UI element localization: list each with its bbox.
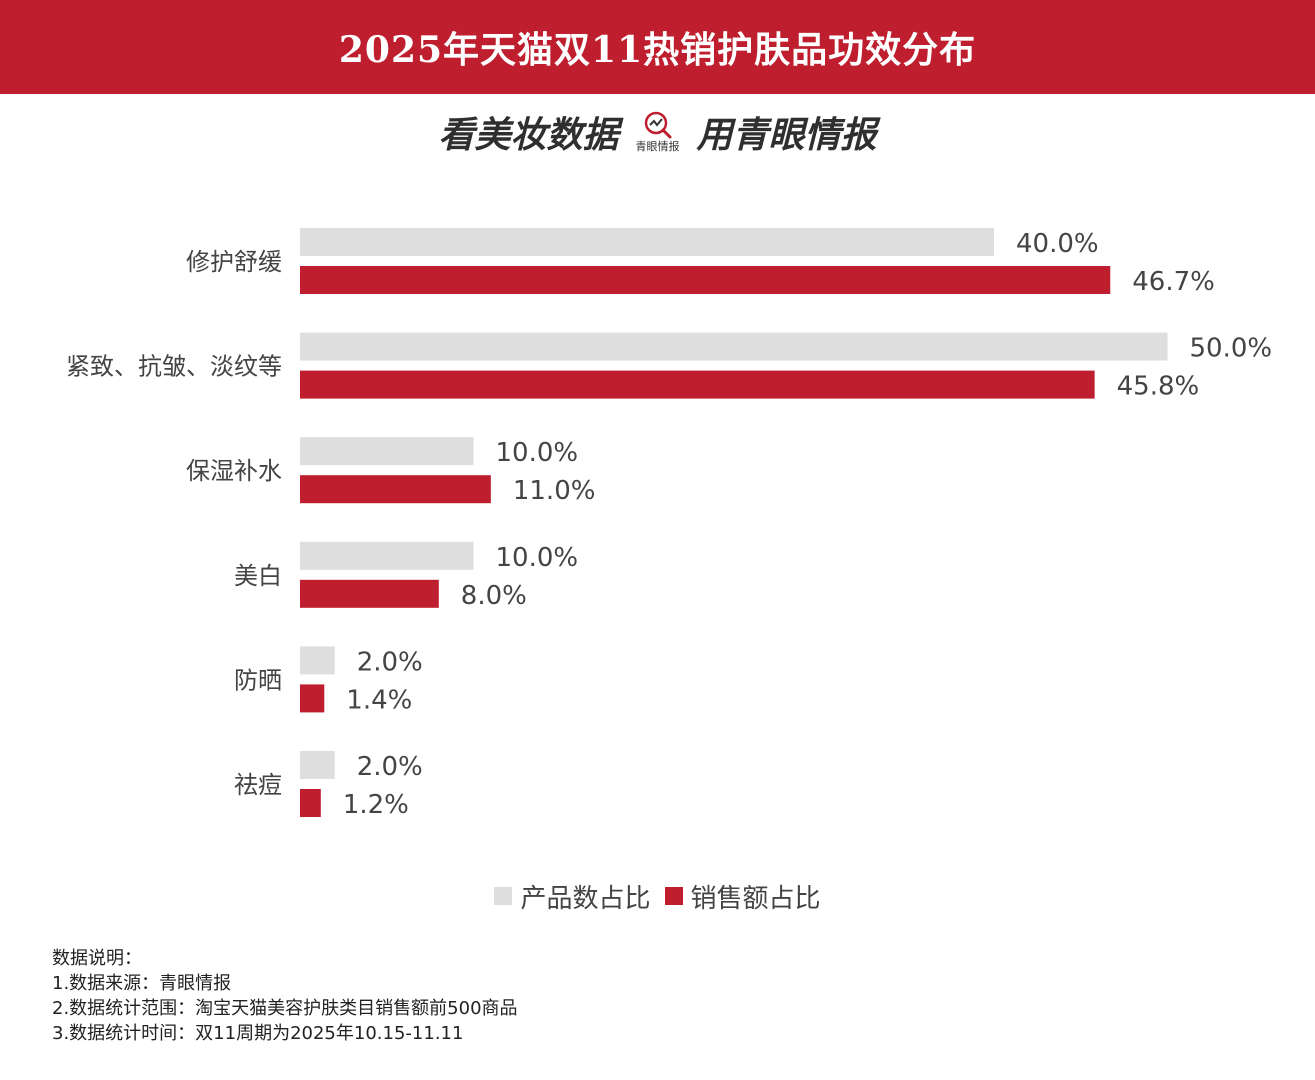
value-label-product: 2.0% bbox=[357, 752, 423, 782]
category-label: 修护舒缓 bbox=[186, 248, 282, 276]
bar-sales-share bbox=[300, 579, 439, 608]
category-label: 美白 bbox=[234, 562, 282, 590]
legend-item-sales: 销售额占比 bbox=[664, 878, 821, 915]
bar-chart: 修护舒缓 40.0% 46.7% 紧致、抗皱、淡纹等 50.0% 45.8% 保湿补水 10.… bbox=[66, 228, 1273, 820]
value-label-sales: 1.2% bbox=[343, 790, 409, 820]
value-label-sales: 8.0% bbox=[461, 581, 527, 611]
value-label-product: 40.0% bbox=[1016, 229, 1099, 259]
value-label-product: 2.0% bbox=[357, 647, 423, 677]
bar-product-share bbox=[300, 541, 474, 570]
legend-label-sales: 销售额占比 bbox=[690, 883, 821, 914]
notes-heading: 数据说明： bbox=[52, 948, 142, 969]
value-label-sales: 11.0% bbox=[513, 476, 596, 506]
value-label-product: 10.0% bbox=[496, 438, 579, 468]
value-label-sales: 1.4% bbox=[346, 685, 412, 715]
bar-product-share bbox=[300, 751, 335, 779]
slogan-banner: 看美妆数据 青眼情报 用青眼情报 bbox=[0, 104, 1315, 160]
bar-sales-share bbox=[300, 266, 1111, 294]
value-label-sales: 46.7% bbox=[1132, 267, 1215, 297]
magnifier-logo-icon bbox=[644, 111, 671, 139]
legend-swatch-sales bbox=[664, 887, 683, 905]
bar-sales-share bbox=[300, 475, 491, 504]
value-label-product: 10.0% bbox=[496, 543, 579, 573]
bar-product-share bbox=[300, 332, 1168, 361]
chart-legend: 产品数占比 销售额占比 bbox=[0, 876, 1315, 916]
category-label: 保湿补水 bbox=[186, 457, 282, 485]
value-label-product: 50.0% bbox=[1190, 334, 1273, 364]
qingyan-logo: 青眼情报 bbox=[627, 110, 689, 154]
legend-label-product: 产品数占比 bbox=[520, 883, 651, 914]
legend-item-product: 产品数占比 bbox=[494, 878, 651, 915]
logo-caption: 青眼情报 bbox=[635, 140, 680, 153]
title-bar: 2025年天猫双11热销护肤品功效分布 bbox=[0, 0, 1315, 94]
category-label: 祛痘 bbox=[234, 771, 282, 799]
legend-swatch-product bbox=[494, 887, 513, 905]
notes-line-2: 2.数据统计范围：淘宝天猫美容护肤类目销售额前500商品 bbox=[52, 998, 518, 1019]
data-notes: 数据说明： 1.数据来源：青眼情报 2.数据统计范围：淘宝天猫美容护肤类目销售额… bbox=[52, 946, 518, 1046]
chart-title: 2025年天猫双11热销护肤品功效分布 bbox=[338, 29, 977, 71]
category-label: 紧致、抗皱、淡纹等 bbox=[66, 353, 282, 381]
bar-product-share bbox=[300, 646, 335, 675]
bar-sales-share bbox=[300, 789, 321, 817]
notes-line-1: 1.数据来源：青眼情报 bbox=[52, 973, 232, 994]
value-label-sales: 45.8% bbox=[1117, 372, 1200, 402]
slogan-right: 用青眼情报 bbox=[696, 115, 877, 156]
notes-line-3: 3.数据统计时间：双11周期为2025年10.15-11.11 bbox=[52, 1023, 464, 1044]
slogan-left: 看美妆数据 bbox=[438, 115, 619, 156]
bar-sales-share bbox=[300, 370, 1095, 399]
bar-sales-share bbox=[300, 684, 325, 713]
bar-product-share bbox=[300, 228, 994, 256]
bar-product-share bbox=[300, 437, 474, 466]
category-label: 防晒 bbox=[234, 666, 282, 694]
